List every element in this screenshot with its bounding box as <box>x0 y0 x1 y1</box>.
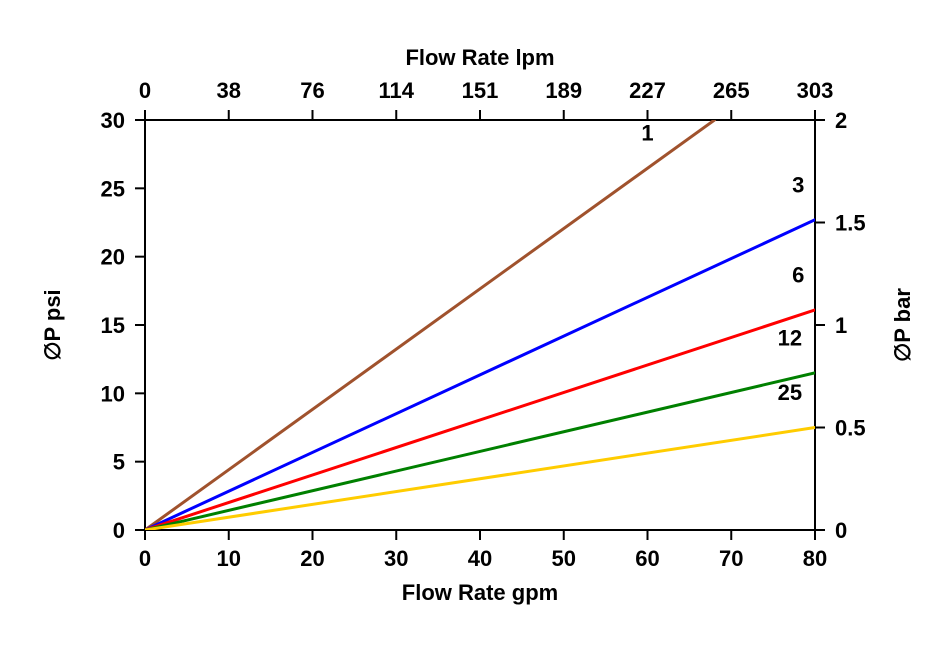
svg-text:25: 25 <box>101 176 125 201</box>
pressure-flow-chart: 0102030405060708003876114151189227265303… <box>0 0 940 664</box>
svg-text:25: 25 <box>778 380 802 405</box>
svg-text:0: 0 <box>139 78 151 103</box>
svg-text:0: 0 <box>835 518 847 543</box>
svg-text:50: 50 <box>552 546 576 571</box>
svg-text:15: 15 <box>101 313 125 338</box>
svg-text:189: 189 <box>545 78 582 103</box>
svg-text:30: 30 <box>101 108 125 133</box>
svg-text:10: 10 <box>101 381 125 406</box>
svg-text:Flow Rate lpm: Flow Rate lpm <box>405 45 554 70</box>
svg-text:2: 2 <box>835 108 847 133</box>
svg-text:Flow Rate gpm: Flow Rate gpm <box>402 580 558 605</box>
svg-text:0: 0 <box>113 518 125 543</box>
svg-text:1.5: 1.5 <box>835 211 866 236</box>
svg-text:12: 12 <box>778 326 802 351</box>
svg-text:3: 3 <box>792 172 804 197</box>
svg-text:30: 30 <box>384 546 408 571</box>
svg-text:1: 1 <box>835 313 847 338</box>
svg-text:303: 303 <box>797 78 834 103</box>
svg-text:114: 114 <box>379 78 415 103</box>
svg-text:∅P bar: ∅P bar <box>890 288 915 362</box>
svg-text:70: 70 <box>719 546 743 571</box>
chart-svg: 0102030405060708003876114151189227265303… <box>0 0 940 664</box>
svg-text:0: 0 <box>139 546 151 571</box>
svg-text:0.5: 0.5 <box>835 416 866 441</box>
svg-text:38: 38 <box>217 78 241 103</box>
svg-text:1: 1 <box>641 121 653 146</box>
svg-text:151: 151 <box>462 78 499 103</box>
svg-text:5: 5 <box>113 450 125 475</box>
svg-text:40: 40 <box>468 546 492 571</box>
svg-text:∅P psi: ∅P psi <box>40 289 65 360</box>
svg-text:6: 6 <box>792 263 804 288</box>
svg-text:10: 10 <box>217 546 241 571</box>
svg-text:227: 227 <box>629 78 666 103</box>
svg-text:265: 265 <box>713 78 750 103</box>
svg-text:80: 80 <box>803 546 827 571</box>
svg-text:20: 20 <box>101 245 125 270</box>
svg-text:20: 20 <box>300 546 324 571</box>
svg-text:76: 76 <box>300 78 324 103</box>
svg-text:60: 60 <box>635 546 659 571</box>
